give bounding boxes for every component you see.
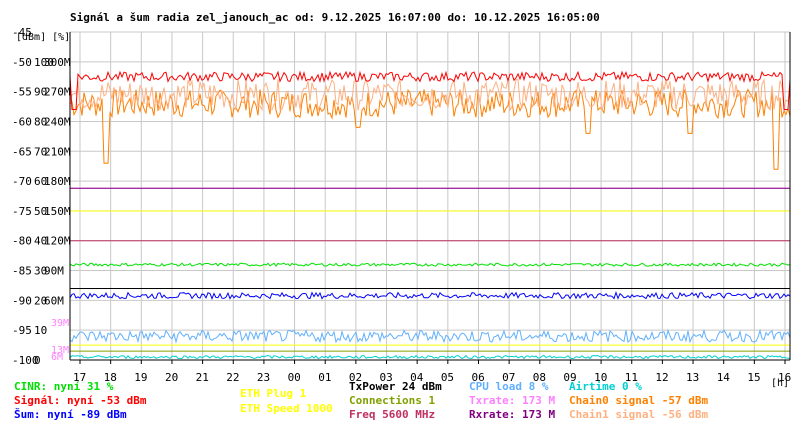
y-pct-tick-label: 0: [34, 354, 41, 367]
y-rate-tick-label: 120M: [44, 235, 71, 248]
legend-entry: Txrate: 173 M: [469, 394, 556, 407]
y-pct-tick-label: 30: [34, 265, 47, 278]
y-pct-tick-label: 60: [34, 175, 47, 188]
legend-col-2: ETH Plug 1 ETH Speed 1000: [240, 386, 333, 416]
x-tick-label: 19: [134, 371, 147, 384]
y-pct-tick-label: 100: [34, 56, 54, 69]
y-rate-tick-label: 90M: [44, 265, 64, 278]
y-dbm-tick-label: -60: [12, 115, 32, 128]
x-tick-label: 13: [686, 371, 699, 384]
x-tick-label: 11: [625, 371, 638, 384]
y-dbm-tick-label: -80: [12, 235, 32, 248]
legend-entry: TxPower 24 dBm: [349, 380, 442, 393]
x-tick-label: 22: [226, 371, 239, 384]
x-tick-label: 07: [502, 371, 515, 384]
y-dbm-tick-label: -45: [12, 26, 32, 39]
series-line: [69, 328, 791, 344]
y-pct-tick-label: 40: [34, 235, 47, 248]
x-tick-label: 01: [318, 371, 331, 384]
y-pct-tick-label: 70: [34, 145, 47, 158]
y-pct-tick-label: 10: [34, 324, 47, 337]
legend-entry: Freq 5600 MHz: [349, 408, 436, 421]
y-pct-tick-label: 50: [34, 205, 47, 218]
x-tick-labels: 17 18 19 20 21 22 23 00 01 02 03 04 05 06 07 08 09 10 11 12…: [73, 371, 791, 384]
legend-col-3: TxPower 24 dBm Connections 1 Freq 5600 MHz: [349, 380, 442, 422]
legend-entry: Airtime 0 %: [569, 380, 642, 393]
x-tick-label: 02: [349, 371, 362, 384]
y-tick-labels: -45-50-55-60-65-70-75-80-85-90-95-100100…: [12, 26, 71, 367]
axes: [69, 32, 791, 364]
y-dbm-tick-label: -100: [12, 354, 39, 367]
x-tick-label: 04: [410, 371, 424, 384]
x-tick-label: 17: [73, 371, 86, 384]
series-line: [69, 354, 791, 360]
y-rate-tick-label: 60M: [44, 294, 64, 307]
x-tick-label: 05: [441, 371, 454, 384]
y-dbm-tick-label: -50: [12, 56, 32, 69]
y-rate-small-label: 39M: [51, 318, 69, 329]
y-pct-tick-label: 20: [34, 294, 47, 307]
x-tick-label: 15: [747, 371, 760, 384]
series-layer: [69, 70, 791, 360]
axis-units: [dBm] [%]: [16, 32, 70, 43]
legend-entry: Connections 1: [349, 394, 436, 407]
legend-entry: Signál: nyní -53 dBm: [14, 394, 147, 407]
legend-entry: CPU load 8 %: [469, 380, 549, 393]
x-tick-label: 12: [655, 371, 668, 384]
series-line: [69, 77, 791, 112]
series-line: [69, 262, 791, 267]
series-line: [69, 291, 791, 300]
legend-entry: CINR: nyní 31 %: [14, 380, 114, 393]
x-tick-label: 14: [717, 371, 731, 384]
legend-col-4: CPU load 8 % Txrate: 173 M Rxrate: 173 M: [469, 380, 555, 422]
y-rate-small-label: 6M: [51, 352, 63, 363]
x-tick-label: 06: [471, 371, 484, 384]
y-rate-tick-label: 270M: [44, 86, 71, 99]
y-dbm-tick-label: -85: [12, 265, 32, 278]
series-line: [69, 87, 791, 170]
y-dbm-tick-label: -55: [12, 86, 32, 99]
legend-entry: ETH Plug 1: [240, 387, 307, 400]
y-rate-small-label: 13M: [51, 345, 69, 356]
x-tick-label: 23: [257, 371, 270, 384]
y-rate-tick-label: 240M: [44, 115, 71, 128]
y-dbm-tick-label: -70: [12, 175, 32, 188]
legend-col-1: CINR: nyní 31 % Signál: nyní -53 dBm Šum: …: [14, 380, 146, 422]
y-rate-tick-label: 210M: [44, 145, 71, 158]
y-rate-tick-label: 300M: [44, 56, 71, 69]
x-tick-label: 16: [778, 371, 791, 384]
x-tick-label: 20: [165, 371, 178, 384]
y-pct-tick-label: 80: [34, 115, 47, 128]
x-unit: [h]: [771, 378, 789, 389]
y-dbm-tick-label: -90: [12, 294, 32, 307]
y-dbm-tick-label: -65: [12, 145, 32, 158]
x-tick-label: 21: [196, 371, 209, 384]
x-tick-label: 00: [288, 371, 301, 384]
legend-entry: Rxrate: 173 M: [469, 408, 556, 421]
x-tick-label: 03: [380, 371, 393, 384]
y-pct-tick-label: 90: [34, 86, 47, 99]
y-dbm-tick-label: -95: [12, 324, 32, 337]
legend-entry: Chain1 signal -56 dBm: [569, 408, 709, 421]
x-tick-label: 09: [563, 371, 576, 384]
legend-entry: ETH Speed 1000: [240, 402, 333, 415]
legend-entry: Šum: nyní -89 dBm: [14, 408, 127, 421]
legend-col-5: Airtime 0 % Chain0 signal -57 dBm Chain1 s…: [569, 380, 708, 422]
chart-title: Signál a šum radia zel_janouch_ac od: 9.…: [70, 11, 600, 24]
y-rate-tick-label: 180M: [44, 175, 71, 188]
x-tick-label: 08: [533, 371, 546, 384]
x-tick-label: 18: [104, 371, 117, 384]
x-tick-label: 10: [594, 371, 607, 384]
y-dbm-tick-label: -75: [12, 205, 32, 218]
legend-entry: Chain0 signal -57 dBm: [569, 394, 709, 407]
series-line: [69, 70, 791, 110]
y-rate-tick-label: 150M: [44, 205, 71, 218]
